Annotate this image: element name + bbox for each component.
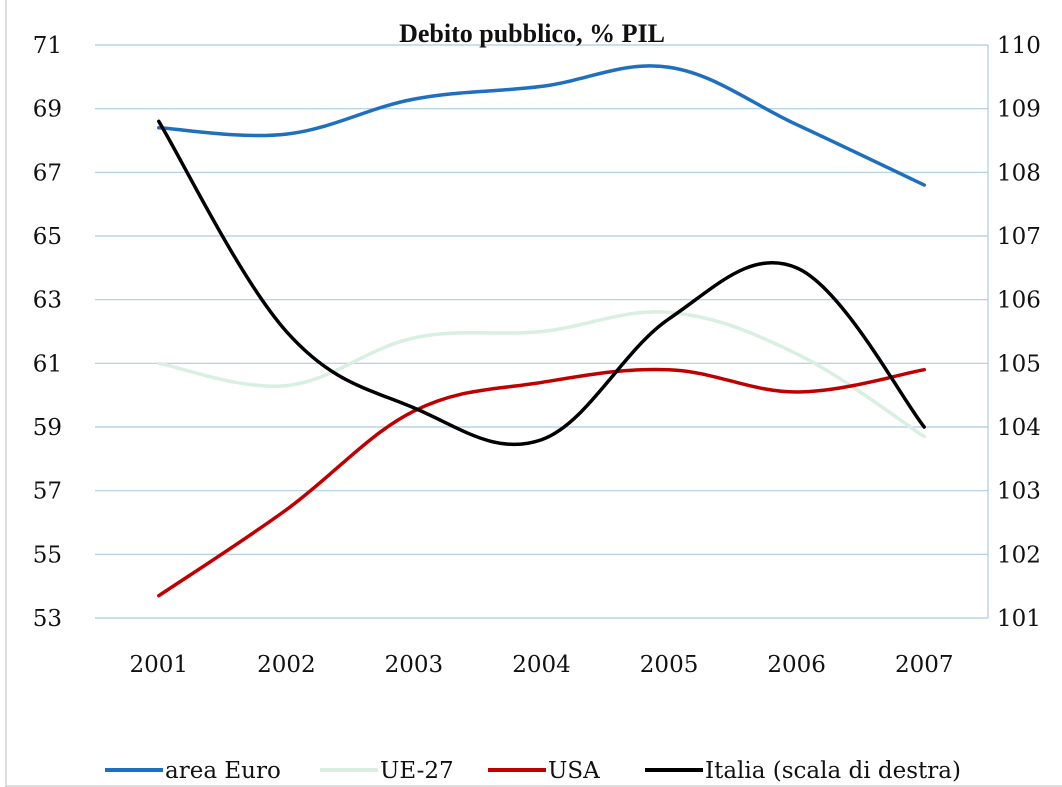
- series-lines: [157, 64, 926, 598]
- y-right-tick-label: 108: [997, 160, 1041, 186]
- series-line-2: [157, 367, 926, 598]
- y-right-tick-label: 106: [997, 288, 1041, 314]
- y-right-tick-label: 101: [997, 606, 1041, 632]
- series-line-0: [157, 64, 926, 187]
- y-left-tick-label: 67: [33, 160, 62, 186]
- legend: area Euro UE-27 USA Italia (scala di destra…: [105, 758, 961, 784]
- chart-title: Debito pubblico, % PIL: [399, 19, 665, 48]
- x-tick-label: 2004: [512, 652, 571, 678]
- y-left-tick-label: 53: [33, 606, 62, 632]
- axes: 53 55 57 59 61 63 65 67 69 71 101 102 103 104 105 106 10…: [5, 0, 1062, 787]
- x-tick-label: 2007: [895, 652, 954, 678]
- x-tick-label: 2001: [130, 652, 189, 678]
- x-tick-label: 2006: [767, 652, 826, 678]
- y-right-tick-label: 103: [997, 479, 1041, 505]
- x-tick-label: 2005: [640, 652, 699, 678]
- y-left-tick-label: 59: [33, 415, 62, 441]
- y-right-tick-label: 102: [997, 542, 1041, 568]
- y-left-tick-label: 57: [33, 479, 62, 505]
- legend-label: area Euro: [165, 758, 281, 784]
- y-left-tick-label: 69: [33, 97, 62, 123]
- series-line-3: [157, 119, 926, 447]
- y-left-tick-label: 71: [33, 33, 62, 59]
- y-right-tick-label: 104: [997, 415, 1041, 441]
- grid: [95, 44, 988, 619]
- y-right-tick-label: 110: [997, 33, 1041, 59]
- series-line-1: [157, 310, 926, 439]
- y-left-tick-label: 65: [33, 224, 62, 250]
- legend-label: Italia (scala di destra): [705, 758, 961, 784]
- legend-label: UE-27: [380, 758, 454, 784]
- y-left-tick-label: 55: [33, 542, 62, 568]
- y-right-tick-label: 105: [997, 351, 1041, 377]
- x-tick-label: 2003: [385, 652, 444, 678]
- legend-label: USA: [548, 758, 600, 784]
- y-left-tick-label: 63: [33, 288, 62, 314]
- y-right-tick-label: 109: [997, 97, 1041, 123]
- x-tick-label: 2002: [257, 652, 316, 678]
- y-right-tick-label: 107: [997, 224, 1041, 250]
- y-left-tick-label: 61: [33, 351, 62, 377]
